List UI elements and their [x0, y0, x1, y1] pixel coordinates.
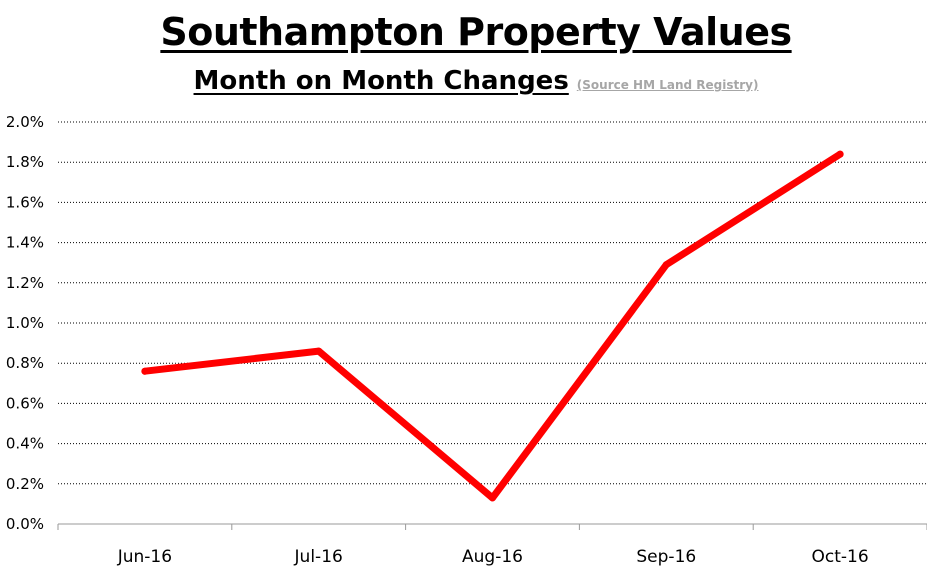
x-category-label: Aug-16: [462, 547, 523, 567]
y-tick-label: 0.6%: [6, 394, 44, 412]
data-point: [662, 261, 670, 269]
gridlines: [58, 121, 927, 485]
x-category-label: Oct-16: [812, 547, 869, 567]
chart-subtitle: Month on Month Changes: [193, 66, 569, 96]
source-note: (Source HM Land Registry): [576, 78, 759, 92]
data-point: [836, 150, 844, 158]
y-tick-label: 0.4%: [6, 435, 44, 453]
y-tick-label: 2.0%: [6, 113, 44, 131]
series-line: [141, 150, 844, 502]
x-axis-category-labels: Jun-16 Jul-16 Aug-16 Sep-16 Oct-16: [117, 547, 869, 567]
y-tick-label: 0.0%: [6, 515, 44, 533]
data-point: [489, 494, 496, 502]
y-tick-label: 1.8%: [6, 153, 44, 171]
x-category-label: Jul-16: [294, 547, 343, 567]
y-tick-label: 1.2%: [6, 274, 44, 292]
subtitle-row: Month on Month Changes (Source HM Land Re…: [0, 66, 927, 96]
y-tick-label: 0.2%: [6, 475, 44, 493]
series-layer: [141, 150, 844, 502]
chart-title: Southampton Property Values: [160, 10, 792, 54]
x-category-label: Jun-16: [117, 547, 172, 567]
y-tick-label: 1.6%: [6, 193, 44, 211]
x-category-label: Sep-16: [636, 547, 696, 567]
y-tick-label: 0.8%: [6, 354, 44, 372]
x-axis: [57, 523, 927, 530]
y-tick-label: 1.4%: [6, 234, 44, 252]
data-point: [315, 347, 323, 355]
data-point: [141, 367, 149, 375]
y-axis-tick-labels: 0.0% 0.2% 0.4% 0.6% 0.8% 1.0% 1.2% 1.4% 1.6% 1.8%…: [6, 113, 44, 533]
y-tick-label: 1.0%: [6, 314, 44, 332]
